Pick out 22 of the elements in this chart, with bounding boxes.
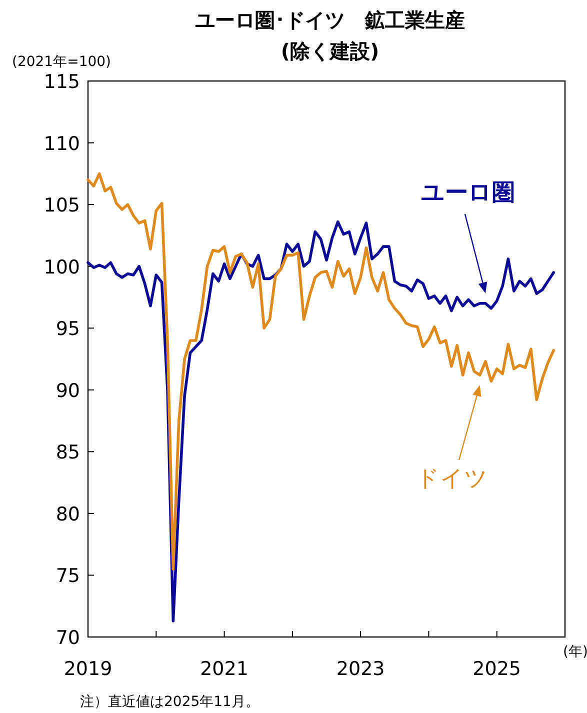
y-tick-label: 70 [56, 627, 80, 649]
line-series [86, 172, 556, 570]
y-tick-label: 75 [56, 565, 80, 588]
text: ドイツ [416, 466, 488, 492]
x-tick-label: 2019 [64, 658, 112, 680]
chart-title: ユーロ圏･ドイツ 鉱工業生産 [195, 8, 465, 32]
y-tick-label: 100 [44, 256, 80, 278]
text: 注）直近値は2025年11月。 [80, 694, 260, 710]
y-tick-label: 95 [56, 318, 80, 340]
chart-subtitle: (除く建設) [280, 39, 380, 63]
x-axis-title: (年) [563, 644, 587, 660]
x-tick-label: 2021 [200, 658, 248, 680]
x-tick-label: 2025 [472, 658, 522, 680]
y-axis-title: (2021年=100) [12, 54, 112, 70]
y-tick-label: 110 [44, 132, 80, 155]
y-tick-label: 90 [56, 380, 80, 402]
x-tick-label: 2023 [336, 658, 385, 680]
y-tick-label: 80 [56, 503, 80, 526]
y-tick-label: 105 [44, 194, 80, 217]
y-tick-label: 85 [56, 442, 80, 464]
text: ユーロ圏 [421, 180, 515, 206]
y-tick-label: 115 [44, 71, 80, 93]
